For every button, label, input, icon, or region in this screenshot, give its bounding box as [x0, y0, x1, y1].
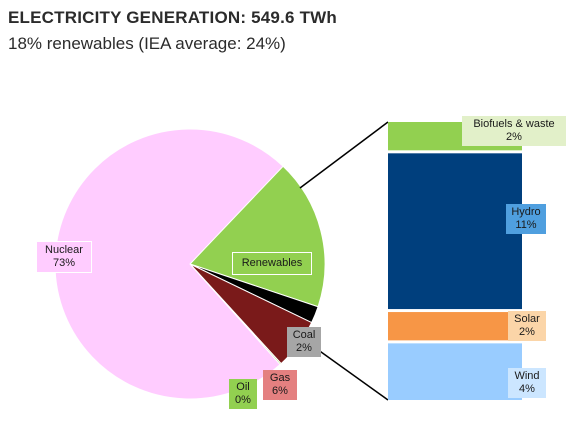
- chart-title: ELECTRICITY GENERATION: 549.6 TWh: [8, 8, 338, 27]
- pie-label-coal: Coal 2%: [287, 327, 321, 357]
- chart-subtitle: 18% renewables (IEA average: 24%): [8, 34, 286, 53]
- pie-label-oil: Oil 0%: [229, 379, 257, 409]
- connector-line-top: [299, 121, 389, 189]
- pie-label-nuclear: Nuclear 73%: [36, 241, 92, 273]
- bar-label-biofuels: Biofuels & waste 2%: [462, 116, 566, 146]
- pie-label-renewables: Renewables: [232, 252, 312, 275]
- bar-segment-hydro: [388, 153, 522, 310]
- bar-segment-solar: [388, 312, 522, 341]
- pie-label-gas: Gas 6%: [263, 370, 297, 400]
- bar-segment-wind: [388, 343, 522, 400]
- bar-label-wind: Wind 4%: [508, 368, 546, 398]
- bar-label-hydro: Hydro 11%: [506, 204, 546, 234]
- bar-label-solar: Solar 2%: [508, 311, 546, 341]
